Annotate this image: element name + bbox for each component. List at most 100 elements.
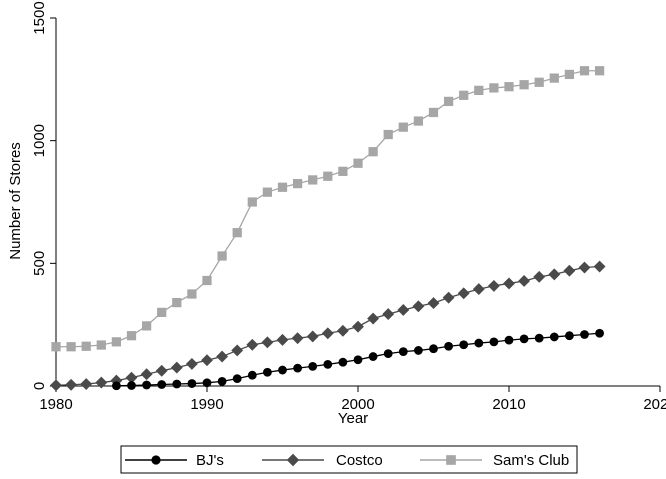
data-point-sam-s-club (81, 341, 91, 351)
data-point-bj-s (429, 344, 438, 354)
data-point-bj-s (474, 338, 484, 348)
data-point-bj-s (504, 335, 514, 345)
data-point-costco (518, 275, 531, 287)
data-point-sam-s-club (474, 85, 484, 95)
data-point-bj-s (353, 355, 363, 365)
data-point-sam-s-club (111, 337, 122, 347)
y-tick-label: 0 (31, 382, 48, 390)
data-point-bj-s (278, 365, 287, 375)
data-point-costco (367, 312, 380, 325)
data-point-costco (427, 297, 440, 310)
data-point-bj-s (519, 334, 529, 344)
data-point-bj-s (398, 347, 408, 357)
data-point-sam-s-club (398, 122, 408, 132)
data-point-costco (80, 378, 93, 390)
data-point-bj-s (157, 380, 167, 389)
data-point-bj-s (323, 360, 333, 369)
data-point-sam-s-club (308, 175, 318, 185)
x-tick-label: 2010 (492, 396, 525, 413)
data-point-costco (276, 333, 289, 346)
x-tick-label: 1990 (190, 396, 223, 413)
data-point-costco (548, 268, 561, 281)
x-tick-label: 2000 (341, 396, 374, 413)
data-point-sam-s-club (126, 331, 137, 341)
data-point-bj-s (202, 378, 212, 388)
data-point-sam-s-club (519, 80, 529, 90)
data-point-sam-s-club (594, 66, 605, 76)
legend-marker-sam-s-club (446, 455, 456, 465)
data-point-costco (457, 287, 470, 300)
data-point-bj-s (459, 340, 469, 350)
data-point-bj-s (338, 357, 348, 367)
data-point-sam-s-club (443, 96, 454, 107)
legend-label-sam-s-club: Sam's Club (493, 452, 569, 469)
data-point-sam-s-club (157, 307, 167, 318)
data-point-sam-s-club (428, 107, 439, 118)
legend: BJ's Costco Sam's Club (120, 445, 578, 474)
data-point-bj-s (142, 380, 152, 390)
data-point-costco (231, 344, 244, 357)
data-point-sam-s-club (232, 228, 242, 238)
data-point-costco (563, 264, 576, 277)
data-point-sam-s-club (564, 69, 575, 80)
data-point-sam-s-club (383, 129, 393, 140)
data-point-sam-s-club (217, 251, 227, 261)
data-point-sam-s-club (172, 297, 182, 308)
data-point-sam-s-club (549, 73, 559, 83)
data-point-bj-s (112, 381, 121, 391)
data-point-costco (185, 357, 198, 370)
data-point-costco (382, 308, 395, 321)
y-tick-label: 1000 (31, 124, 48, 157)
data-point-costco (261, 336, 274, 349)
legend-marker-bj-s (151, 455, 161, 465)
data-point-sam-s-club (277, 182, 288, 192)
data-point-costco (201, 354, 213, 367)
data-point-bj-s (549, 332, 559, 342)
data-point-bj-s (444, 341, 453, 351)
data-point-bj-s (263, 367, 272, 377)
data-point-costco (472, 283, 485, 296)
data-point-bj-s (217, 376, 227, 386)
data-point-costco (125, 371, 138, 384)
data-point-costco (306, 330, 319, 343)
data-point-costco (593, 260, 606, 273)
y-tick-label: 500 (31, 251, 48, 276)
data-point-sam-s-club (534, 77, 544, 87)
data-point-sam-s-club (353, 158, 363, 168)
data-point-sam-s-club (338, 166, 348, 176)
data-point-sam-s-club (579, 66, 590, 76)
x-axis-title: Year (338, 410, 368, 427)
data-point-costco (397, 304, 410, 316)
data-point-bj-s (127, 381, 136, 390)
data-point-costco (95, 376, 108, 389)
data-point-sam-s-club (323, 171, 333, 181)
data-point-sam-s-club (96, 340, 106, 350)
series-markers (50, 66, 606, 392)
series-line-sam-s-club (56, 70, 600, 348)
data-point-bj-s (489, 337, 499, 347)
legend-box (120, 445, 578, 474)
data-point-sam-s-club (187, 289, 197, 299)
data-point-bj-s (187, 379, 197, 388)
data-point-sam-s-club (368, 147, 378, 157)
data-point-costco (487, 279, 500, 292)
data-point-costco (321, 327, 334, 340)
legend-marker-costco (286, 453, 300, 467)
data-point-costco (578, 261, 591, 274)
data-point-costco (442, 291, 455, 304)
data-point-bj-s (293, 363, 302, 373)
data-point-bj-s (565, 331, 574, 341)
data-point-sam-s-club (413, 116, 424, 126)
data-point-costco (503, 277, 515, 290)
data-point-sam-s-club (247, 197, 257, 207)
data-point-bj-s (414, 346, 423, 355)
data-point-bj-s (308, 361, 318, 371)
data-point-costco (291, 332, 304, 345)
data-point-bj-s (534, 333, 544, 343)
data-point-sam-s-club (459, 90, 469, 100)
data-point-bj-s (247, 370, 257, 380)
